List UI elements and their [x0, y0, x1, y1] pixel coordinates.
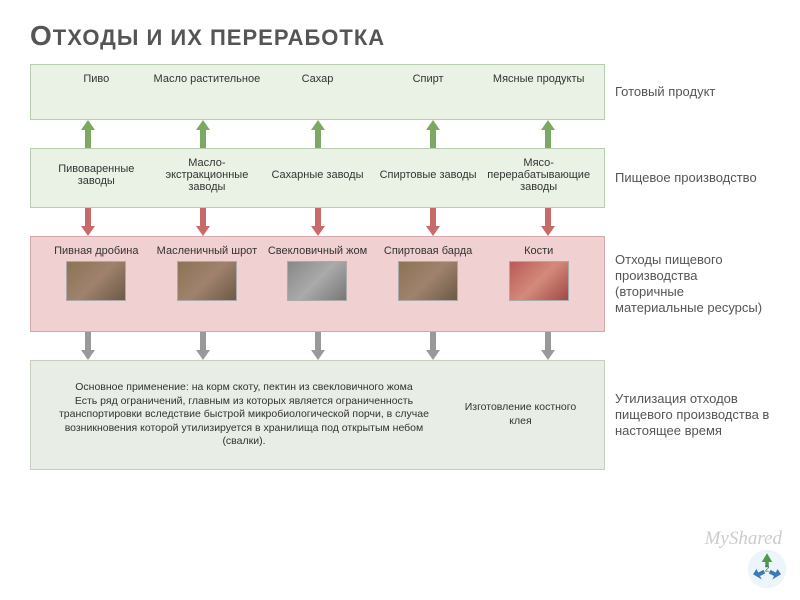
waste-cell: Кости — [483, 245, 594, 301]
tier-label: Готовый продукт — [615, 64, 770, 120]
waste-image — [177, 261, 237, 301]
arrow-down-icon — [541, 332, 555, 360]
arrow-down-icon — [81, 332, 95, 360]
waste-cell: Масленичный шрот — [152, 245, 263, 301]
factory-cell: Масло-экстракционные заводы — [152, 157, 263, 193]
util-right-text: Изготовление костного клея — [447, 401, 594, 428]
product-cell: Сахар — [262, 73, 373, 85]
tier-label: Утилизация отходов пищевого производства… — [615, 360, 770, 470]
tier-utilization: Основное применение: на корм скоту, пект… — [30, 360, 605, 470]
arrow-down-icon — [81, 208, 95, 236]
arrow-up-icon — [81, 120, 95, 148]
arrow-down-icon — [426, 208, 440, 236]
diagram-column: Пиво Масло растительное Сахар Спирт Мясн… — [30, 64, 605, 470]
arrow-up-icon — [541, 120, 555, 148]
tier-products: Пиво Масло растительное Сахар Спирт Мясн… — [30, 64, 605, 120]
tier-waste: Пивная дробина Масленичный шрот Свеклови… — [30, 236, 605, 332]
arrow-down-icon — [311, 332, 325, 360]
factory-cell: Сахарные заводы — [262, 169, 373, 181]
content-area: Пиво Масло растительное Сахар Спирт Мясн… — [30, 64, 770, 470]
arrows-up-row — [30, 120, 605, 148]
arrows-down-row-2 — [30, 332, 605, 360]
waste-cell: Свекловичный жом — [262, 245, 373, 301]
product-cell: Мясные продукты — [483, 73, 594, 85]
waste-image — [398, 261, 458, 301]
tier-label: Отходы пищевого производства (вторичные … — [615, 236, 770, 332]
factory-cell: Пивоваренные заводы — [41, 163, 152, 187]
waste-image — [66, 261, 126, 301]
arrow-down-icon — [311, 208, 325, 236]
waste-cell: Пивная дробина — [41, 245, 152, 301]
product-cell: Пиво — [41, 73, 152, 85]
arrow-down-icon — [541, 208, 555, 236]
arrow-up-icon — [196, 120, 210, 148]
util-main-text: Основное применение: на корм скоту, пект… — [41, 381, 447, 449]
arrow-up-icon — [426, 120, 440, 148]
product-cell: Спирт — [373, 73, 484, 85]
arrows-down-row-1 — [30, 208, 605, 236]
waste-cell: Спиртовая барда — [373, 245, 484, 301]
tier-factories: Пивоваренные заводы Масло-экстракционные… — [30, 148, 605, 208]
arrow-down-icon — [196, 208, 210, 236]
slide-title: ОТХОДЫ И ИХ ПЕРЕРАБОТКА — [30, 20, 770, 52]
page-number: 2 — [765, 565, 769, 574]
waste-image — [509, 261, 569, 301]
waste-image — [287, 261, 347, 301]
factory-cell: Мясо-перерабатывающие заводы — [483, 157, 594, 193]
tier-label: Пищевое производство — [615, 148, 770, 208]
arrow-down-icon — [196, 332, 210, 360]
product-cell: Масло растительное — [152, 73, 263, 85]
labels-column: Готовый продукт Пищевое производство Отх… — [615, 64, 770, 470]
arrow-down-icon — [426, 332, 440, 360]
factory-cell: Спиртовые заводы — [373, 169, 484, 181]
watermark: MyShared — [705, 528, 782, 550]
arrow-up-icon — [311, 120, 325, 148]
recycle-icon: 2 — [746, 548, 788, 590]
